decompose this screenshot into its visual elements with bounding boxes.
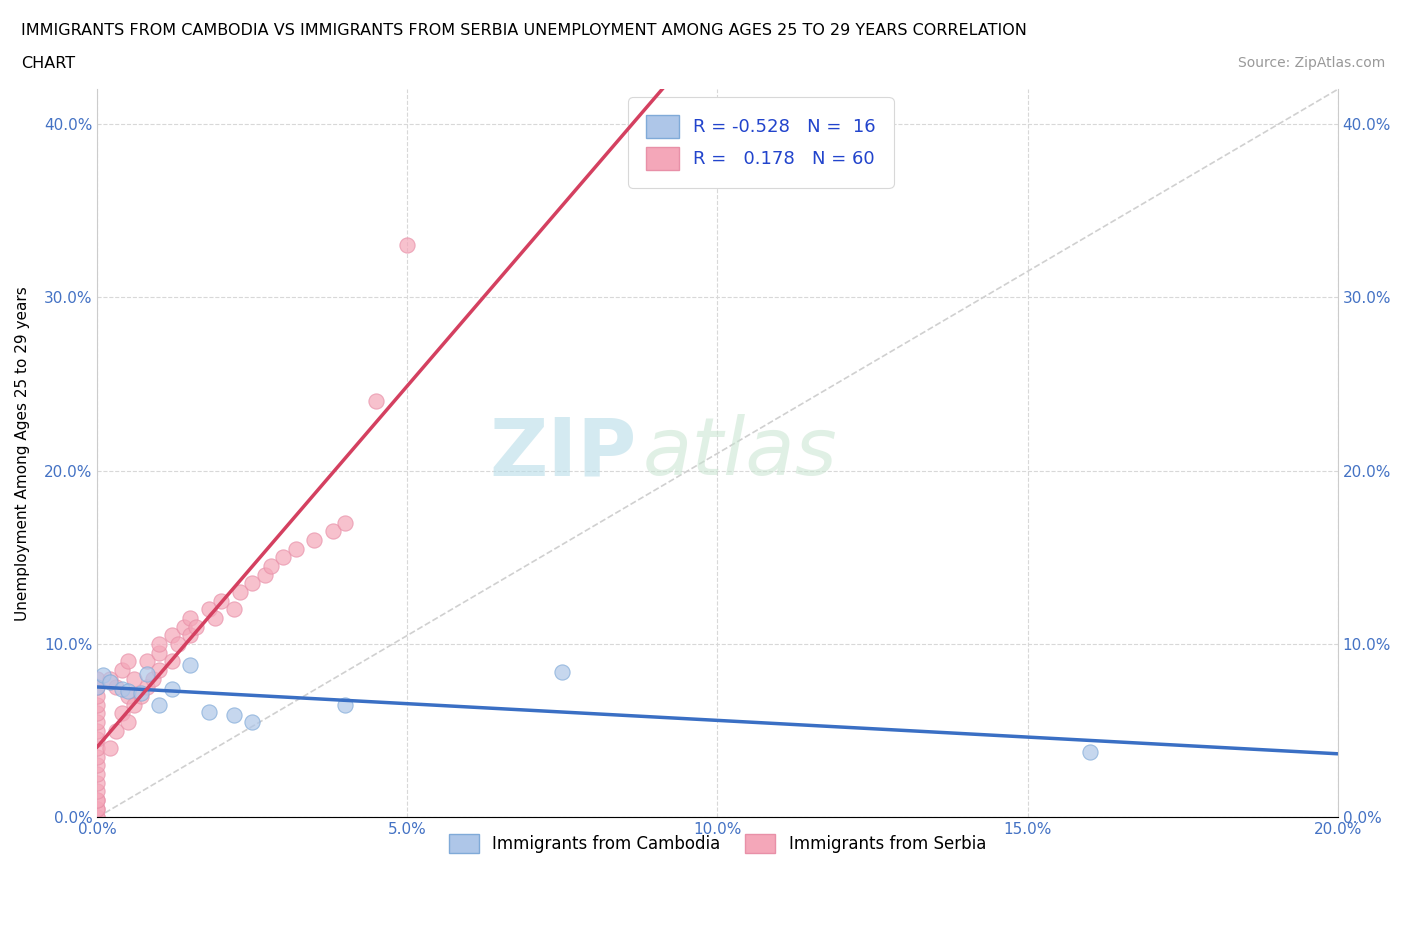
Point xyxy=(304,533,326,548)
Point xyxy=(98,675,121,690)
Point xyxy=(186,619,208,634)
Point xyxy=(86,784,108,799)
Point xyxy=(322,524,344,538)
Point xyxy=(111,682,134,697)
Point xyxy=(209,593,232,608)
Point xyxy=(240,576,263,591)
Point xyxy=(160,682,183,697)
Point xyxy=(160,628,183,643)
Point xyxy=(284,541,307,556)
Point xyxy=(198,704,221,719)
Text: CHART: CHART xyxy=(21,56,75,71)
Point xyxy=(335,515,357,530)
Point xyxy=(104,680,127,695)
Point xyxy=(335,698,357,712)
Point xyxy=(86,792,108,807)
Point xyxy=(148,637,170,652)
Y-axis label: Unemployment Among Ages 25 to 29 years: Unemployment Among Ages 25 to 29 years xyxy=(15,286,30,621)
Point xyxy=(117,654,139,669)
Legend: Immigrants from Cambodia, Immigrants from Serbia: Immigrants from Cambodia, Immigrants fro… xyxy=(441,828,993,860)
Point xyxy=(135,666,157,681)
Point xyxy=(179,611,201,626)
Point xyxy=(117,714,139,729)
Point xyxy=(86,758,108,773)
Point xyxy=(86,766,108,781)
Point xyxy=(86,698,108,712)
Point xyxy=(167,637,190,652)
Point xyxy=(93,668,115,683)
Point xyxy=(204,611,226,626)
Text: ZIP: ZIP xyxy=(489,415,637,492)
Point xyxy=(551,664,574,679)
Point xyxy=(260,559,283,574)
Text: Source: ZipAtlas.com: Source: ZipAtlas.com xyxy=(1237,56,1385,70)
Point xyxy=(124,671,146,686)
Point xyxy=(98,671,121,686)
Point xyxy=(117,684,139,698)
Point xyxy=(86,802,108,817)
Point xyxy=(129,688,152,703)
Point xyxy=(86,802,108,817)
Point xyxy=(124,698,146,712)
Point xyxy=(86,671,108,686)
Point xyxy=(173,619,195,634)
Point xyxy=(86,680,108,695)
Point xyxy=(148,645,170,660)
Point xyxy=(86,732,108,747)
Point xyxy=(366,394,388,409)
Point xyxy=(86,776,108,790)
Point xyxy=(135,654,157,669)
Point xyxy=(271,550,294,565)
Point xyxy=(222,708,245,723)
Point xyxy=(86,688,108,703)
Point xyxy=(117,688,139,703)
Point xyxy=(86,810,108,825)
Point xyxy=(86,724,108,738)
Point xyxy=(98,740,121,755)
Point xyxy=(129,685,152,700)
Text: IMMIGRANTS FROM CAMBODIA VS IMMIGRANTS FROM SERBIA UNEMPLOYMENT AMONG AGES 25 TO: IMMIGRANTS FROM CAMBODIA VS IMMIGRANTS F… xyxy=(21,23,1026,38)
Point xyxy=(179,658,201,672)
Point xyxy=(253,567,276,582)
Point xyxy=(104,724,127,738)
Point xyxy=(86,750,108,764)
Text: atlas: atlas xyxy=(643,415,838,492)
Point xyxy=(142,671,165,686)
Point xyxy=(198,602,221,617)
Point xyxy=(179,628,201,643)
Point xyxy=(1078,744,1101,759)
Point xyxy=(86,714,108,729)
Point xyxy=(86,740,108,755)
Point xyxy=(148,698,170,712)
Point xyxy=(111,663,134,678)
Point xyxy=(148,663,170,678)
Point xyxy=(111,706,134,721)
Point xyxy=(86,810,108,825)
Point xyxy=(240,714,263,729)
Point xyxy=(160,654,183,669)
Point xyxy=(229,585,252,600)
Point xyxy=(86,680,108,695)
Point xyxy=(86,792,108,807)
Point xyxy=(396,238,419,253)
Point xyxy=(222,602,245,617)
Point xyxy=(86,706,108,721)
Point xyxy=(135,680,157,695)
